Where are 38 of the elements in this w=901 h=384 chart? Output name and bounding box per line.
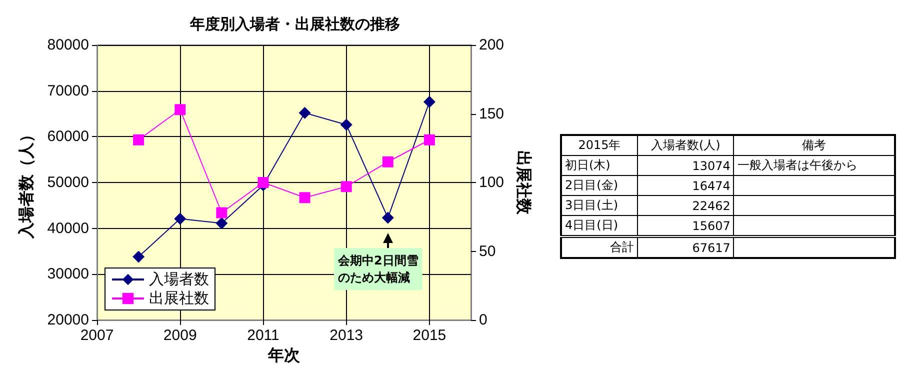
- text: 一般入場者は午後から: [737, 158, 858, 172]
- y2-tick-label: 100: [479, 174, 504, 191]
- y2-tick-label: 0: [479, 312, 488, 328]
- annotation: 会期中2日間雪のため大幅減: [337, 254, 418, 284]
- y-tick-label: 30000: [47, 266, 89, 283]
- chart-title: 年度別入場者・出展社数の推移: [189, 15, 400, 33]
- data-label: 67617: [637, 236, 734, 258]
- x-tick-label: 2007: [80, 327, 114, 344]
- x-tick-label: 2009: [163, 327, 197, 344]
- data-label: 15607: [637, 216, 734, 236]
- y-axis-title: 入場者数（人）: [18, 126, 36, 240]
- legend-label: 出展社数: [149, 290, 209, 307]
- x-tick-label: 2011: [247, 327, 280, 344]
- text: 入場者数(人): [637, 135, 734, 156]
- data-label: 16474: [637, 176, 734, 196]
- legend-label: 入場者数: [149, 271, 209, 288]
- category-label: 3日目(土): [561, 196, 638, 216]
- y-tick-label: 50000: [47, 174, 89, 191]
- legend-title: 備考: [734, 135, 895, 156]
- category-label: 2日目(金): [561, 176, 638, 196]
- y-tick-label: 20000: [47, 312, 89, 328]
- data-label: 13074: [637, 156, 734, 176]
- y-tick-label: 70000: [47, 82, 89, 100]
- y2-tick-label: 150: [479, 105, 504, 122]
- y-tick-label: 80000: [47, 36, 89, 54]
- text: 2015年: [561, 135, 638, 156]
- x-tick-label: 2013: [330, 327, 364, 344]
- x-axis-title: 年次: [267, 346, 301, 364]
- category-label: 4日目(日): [561, 216, 638, 236]
- y2-tick-label: 50: [479, 242, 496, 260]
- x-tick-label: 2015: [412, 327, 446, 344]
- category-label: 初日(木): [561, 156, 638, 176]
- y2-tick-label: 200: [479, 36, 504, 54]
- y-tick-label: 40000: [47, 220, 89, 237]
- y2-axis-title: 出展社数: [514, 150, 532, 216]
- y-tick-label: 60000: [47, 128, 89, 146]
- category-label: 合計: [561, 236, 638, 258]
- data-label: 22462: [637, 196, 734, 216]
